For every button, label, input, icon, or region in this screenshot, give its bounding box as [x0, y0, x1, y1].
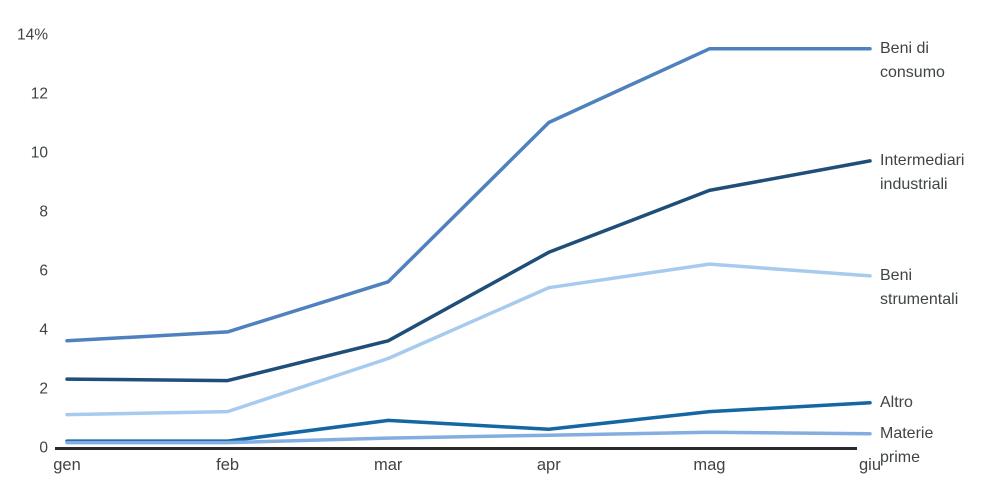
y-axis-tick-label: 8: [39, 204, 48, 221]
y-axis-tick-label: 2: [39, 381, 48, 398]
x-axis-tick-label: apr: [537, 456, 561, 474]
x-axis-tick-label: mag: [693, 456, 725, 474]
x-axis-tick-label: feb: [216, 456, 239, 474]
y-axis-tick-label: 10: [31, 145, 49, 162]
x-axis-tick-label: gen: [53, 456, 81, 474]
series-label-beni-di-consumo: Beni di consumo: [880, 39, 945, 81]
series-line-intermediari-industriali: [65, 159, 872, 383]
x-axis-tick-label: giu: [859, 456, 881, 474]
y-axis-tick-label: 12: [31, 86, 48, 103]
y-axis-tick-label: 6: [39, 263, 48, 280]
series-line-beni-strumentali: [65, 262, 872, 417]
series-label-materie-prime: Materie prime: [880, 424, 934, 466]
y-axis-tick-label: 14%: [17, 27, 48, 44]
series-line-materie-prime: [65, 430, 872, 445]
x-axis-tick-label: mar: [374, 456, 403, 474]
y-axis-tick-label: 4: [39, 322, 48, 339]
series-label-intermediari-industriali: Intermediari industriali: [880, 151, 965, 193]
series-label-altro: Altro: [880, 393, 913, 411]
series-label-beni-strumentali: Beni strumentali: [880, 266, 959, 308]
series-line-beni-di-consumo: [65, 47, 872, 343]
y-axis-tick-label: 0: [39, 440, 48, 457]
